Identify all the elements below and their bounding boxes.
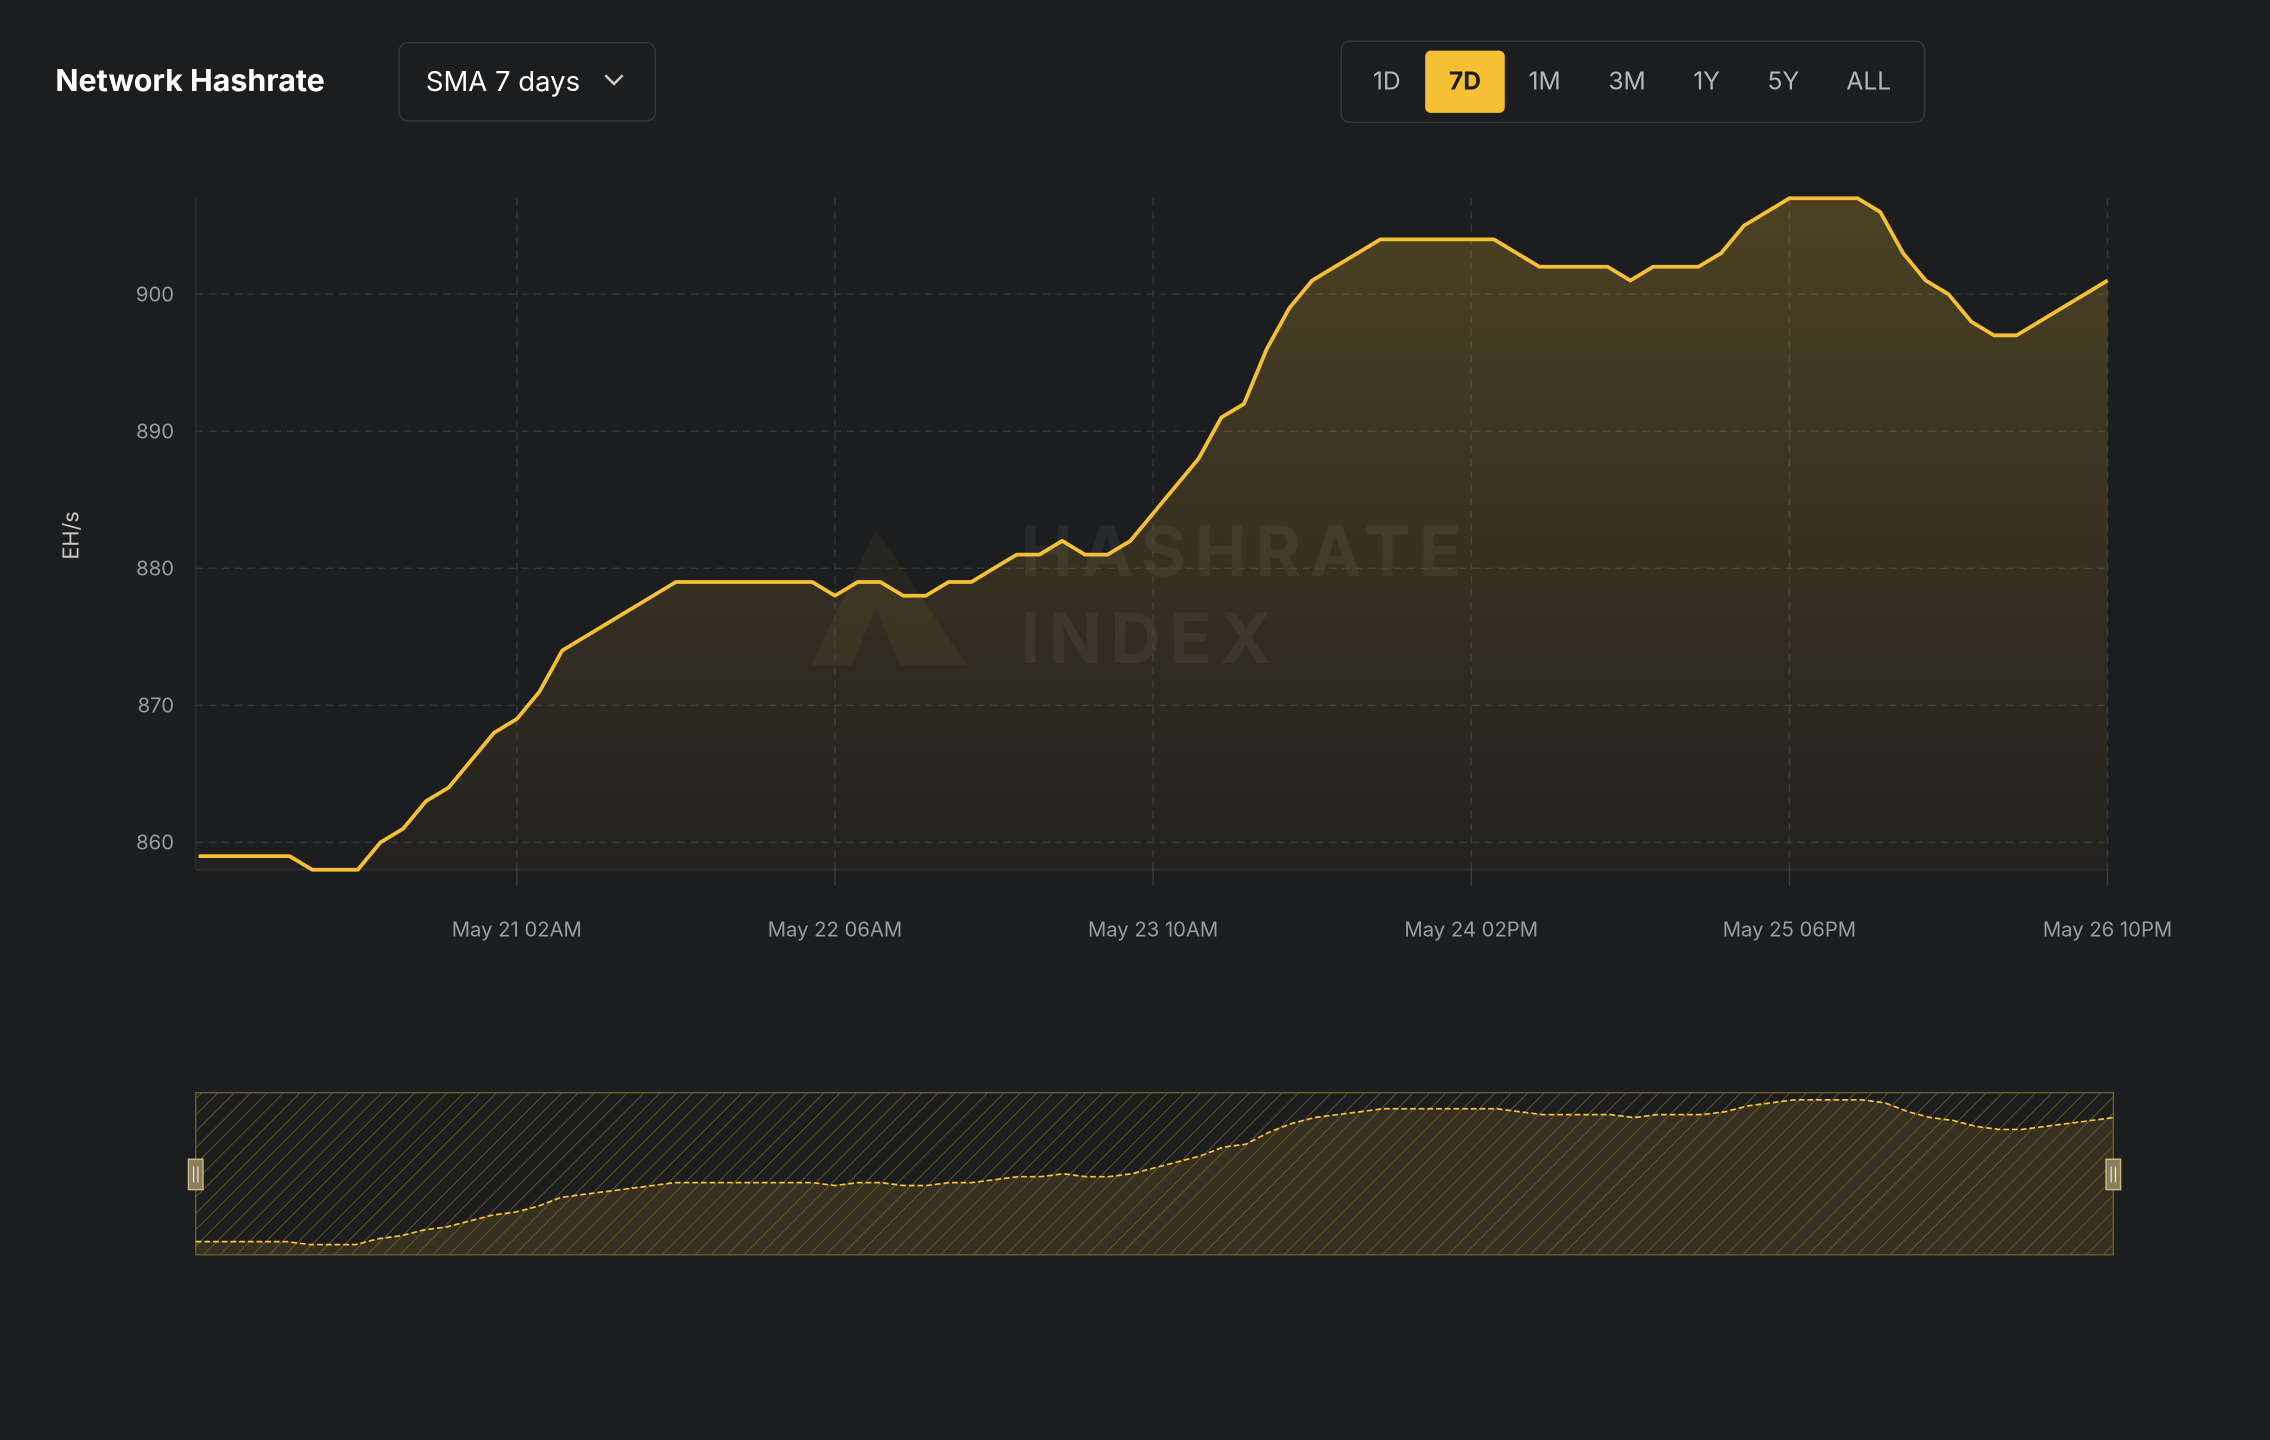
navigator-handle[interactable] — [2105, 1158, 2122, 1191]
range-button[interactable]: ALL — [1846, 66, 1891, 96]
y-axis-label: EH/s — [59, 511, 85, 559]
chevron — [604, 74, 624, 86]
range-button-active[interactable] — [1425, 50, 1505, 113]
area-fill — [198, 198, 2108, 870]
x-tick-label: May 24 02PM — [1404, 916, 1538, 941]
range-button[interactable]: 3M — [1608, 66, 1645, 96]
range-button[interactable]: 7D — [1449, 66, 1481, 96]
x-tick-label: May 21 02AM — [452, 916, 582, 941]
x-tick-label: May 26 10PM — [2043, 916, 2172, 941]
navigator-handle[interactable] — [187, 1158, 204, 1191]
range-button[interactable]: 1Y — [1693, 66, 1720, 96]
x-tick-label: May 23 10AM — [1088, 916, 1218, 941]
handle-grip — [2110, 1166, 2117, 1183]
x-tick-label: May 22 06AM — [768, 916, 902, 941]
y-tick-label: 890 — [136, 418, 174, 443]
line — [198, 196, 2109, 872]
navigator-line — [195, 1099, 2114, 1246]
y-tick-label: 900 — [136, 281, 174, 306]
navigator-selection — [195, 1091, 2115, 1256]
handle-grip — [192, 1166, 199, 1183]
dropdown-box[interactable] — [398, 41, 656, 122]
dropdown[interactable]: SMA 7 days — [398, 41, 656, 122]
range-button[interactable]: 1M — [1528, 66, 1560, 96]
y-tick-label: 870 — [138, 693, 174, 718]
title: Network Hashrate — [55, 63, 324, 99]
range-button[interactable]: 1D — [1373, 66, 1401, 96]
y-tick-label: 860 — [136, 830, 174, 855]
x-tick-label: May 25 06PM — [1723, 916, 1856, 941]
y-tick-label: 880 — [136, 556, 174, 581]
range-button[interactable]: 5Y — [1768, 66, 1800, 96]
dropdown-label[interactable]: SMA 7 days — [426, 64, 580, 98]
